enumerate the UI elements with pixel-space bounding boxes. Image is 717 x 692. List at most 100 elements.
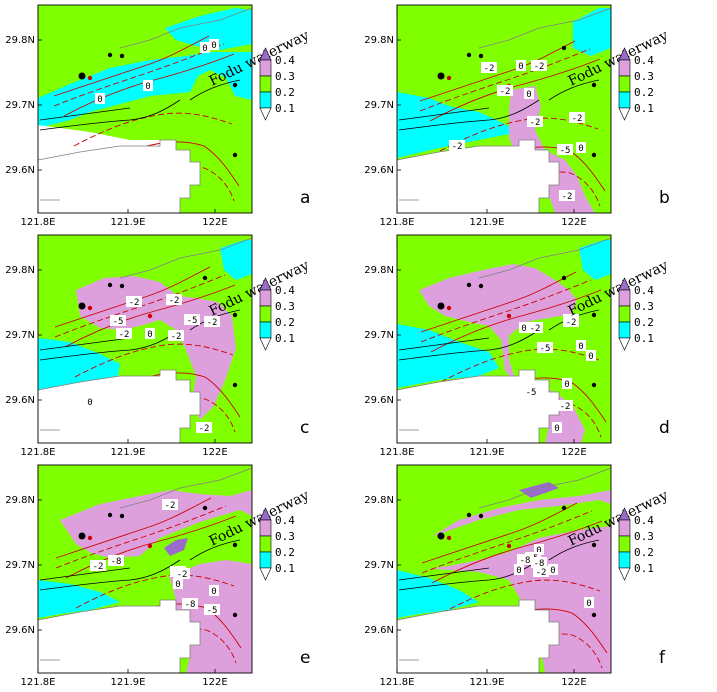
legend-swatch xyxy=(259,91,272,109)
station-marker xyxy=(478,53,484,59)
legend-label: 0.2 xyxy=(634,86,654,99)
x-tick-label: 122E xyxy=(202,447,227,458)
contour-label: 0 xyxy=(588,352,593,362)
station-marker xyxy=(506,313,512,319)
contour-line-positive xyxy=(39,567,131,581)
contour-label-box xyxy=(576,340,586,351)
station-marker xyxy=(78,532,86,540)
contour-label-box xyxy=(524,88,534,99)
station-marker xyxy=(107,52,113,58)
map-frame xyxy=(37,4,253,214)
contour-label: -5 xyxy=(207,606,218,616)
y-tick-label: 29.8N xyxy=(5,265,35,276)
y-tick-label: 29.8N xyxy=(364,35,394,46)
legend-label: 0.2 xyxy=(634,546,654,559)
legend-swatch xyxy=(618,321,631,339)
contour-label: 0 xyxy=(97,95,102,105)
legend-swatch xyxy=(259,567,272,581)
legend-label: 0.1 xyxy=(275,102,295,115)
contour-label-box xyxy=(537,342,553,353)
contour-label: 0 xyxy=(518,62,523,72)
contour-label-box xyxy=(85,396,95,407)
region-fill xyxy=(38,580,120,618)
contour-line-positive xyxy=(398,337,490,351)
contour-label-box xyxy=(548,564,558,575)
x-tick-label: 121.9E xyxy=(111,447,146,458)
contour-label-box xyxy=(562,378,572,389)
contour-line-negative xyxy=(54,274,226,338)
x-tick-label: 121.8E xyxy=(380,447,415,458)
contour-label-box xyxy=(110,315,126,326)
legend-label: 0.1 xyxy=(634,102,654,115)
legend-label: 0.2 xyxy=(275,546,295,559)
map-frame xyxy=(396,464,612,674)
contour-label-box xyxy=(519,322,529,333)
contour-label: -2 xyxy=(572,114,583,124)
contour-label: -2 xyxy=(562,192,573,202)
contour-label-box xyxy=(204,604,220,615)
contour-label: -2 xyxy=(530,324,541,334)
contour-label: -8 xyxy=(111,557,122,567)
y-tick-label: 29.6N xyxy=(5,165,35,176)
legend-label: 0.4 xyxy=(634,284,654,297)
contour-label: -2 xyxy=(566,318,577,328)
contour-label: 0 xyxy=(564,380,569,390)
contour-line-negative xyxy=(64,284,236,348)
contour-label: -2 xyxy=(93,562,104,572)
legend-swatch xyxy=(618,519,631,537)
contour-label: 0 xyxy=(536,546,541,556)
contour-line-negative xyxy=(420,271,577,333)
region-fill xyxy=(397,92,509,158)
contour-label: 0 xyxy=(211,41,216,51)
legend-label: 0.2 xyxy=(275,316,295,329)
contour-label: -8 xyxy=(534,559,545,569)
station-marker xyxy=(232,382,238,388)
y-tick-label: 29.7N xyxy=(5,560,35,571)
station-marker xyxy=(466,282,472,288)
x-tick-label: 121.8E xyxy=(21,217,56,228)
contour-label: -2 xyxy=(484,64,495,74)
contour-label-box xyxy=(586,350,596,361)
contour-label-box xyxy=(569,112,585,123)
y-tick-label: 29.6N xyxy=(5,395,35,406)
contour-label-box xyxy=(531,557,547,568)
panel-label: b xyxy=(659,188,670,208)
contour-label-box xyxy=(533,566,549,577)
x-tick-label: 122E xyxy=(561,677,586,688)
contour-line-negative xyxy=(421,502,578,564)
y-tick-label: 29.8N xyxy=(364,495,394,506)
contour-label-box xyxy=(527,322,543,333)
station-marker xyxy=(466,52,472,58)
contour-line-negative xyxy=(419,40,576,102)
contour-label-box xyxy=(184,314,200,325)
legend-label: 0.3 xyxy=(634,530,654,543)
contour-label: -8 xyxy=(185,600,196,610)
region-fill xyxy=(573,8,611,56)
contour-label-box xyxy=(516,60,526,71)
contour-line-negative xyxy=(440,348,600,383)
contour-label-box xyxy=(584,597,594,608)
y-tick-label: 29.7N xyxy=(364,330,394,341)
station-marker xyxy=(232,152,238,158)
panel-label: a xyxy=(300,188,310,208)
y-tick-label: 29.7N xyxy=(5,100,35,111)
station-marker xyxy=(437,72,445,80)
contour-label: -5 xyxy=(113,317,124,327)
legend-label: 0.2 xyxy=(275,86,295,99)
contour-label-box xyxy=(196,422,212,433)
legend-swatch xyxy=(618,289,631,307)
station-marker xyxy=(78,72,86,80)
x-tick-label: 121.9E xyxy=(111,677,146,688)
legend-label: 0.2 xyxy=(634,316,654,329)
region-fill xyxy=(38,338,120,390)
map-panel-c: -2 -2 -5 -2 -2 0 -5 -2 -2 0 Fodu waterway 29.8N 29.7… xyxy=(0,230,358,460)
station-marker xyxy=(87,535,93,541)
contour-label-box xyxy=(143,80,153,91)
contour-label: 0 xyxy=(578,342,583,352)
contour-label-box xyxy=(209,39,219,50)
x-tick-label: 122E xyxy=(202,217,227,228)
contour-label-box xyxy=(174,568,190,579)
